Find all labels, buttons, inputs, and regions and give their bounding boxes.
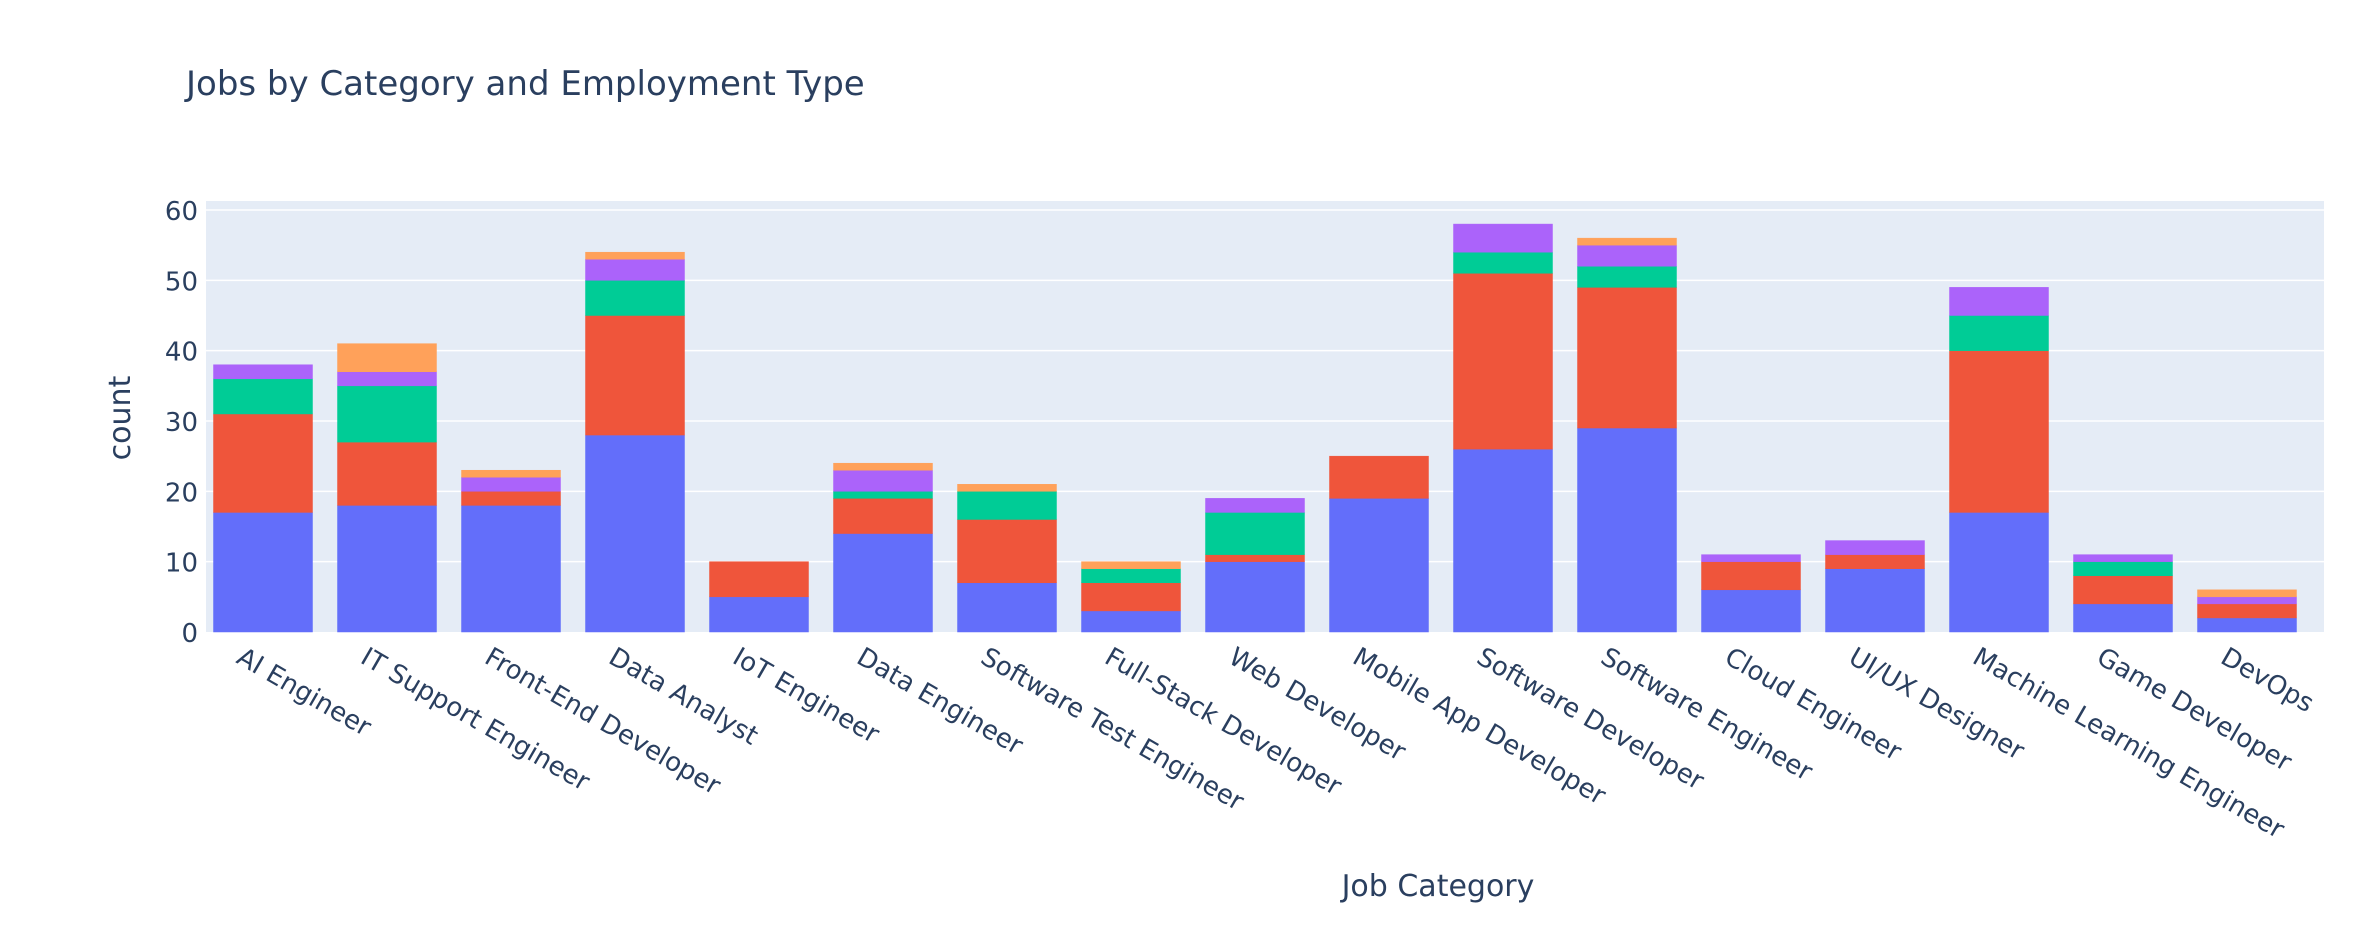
chart-title: Jobs by Category and Employment Type bbox=[186, 64, 865, 104]
bar-segment bbox=[1701, 589, 1801, 633]
bar-segment bbox=[585, 280, 685, 316]
bar-layer bbox=[213, 223, 2297, 633]
x-tick-label: AI Engineer bbox=[232, 642, 377, 743]
bar-segment bbox=[833, 469, 933, 492]
bar-segment bbox=[957, 582, 1057, 633]
bar-segment bbox=[1205, 512, 1305, 555]
bar-segment bbox=[585, 315, 685, 436]
x-tick-label: DevOps bbox=[2216, 642, 2319, 719]
x-tick-label: Software Engineer bbox=[1596, 642, 1818, 787]
bar-segment bbox=[2073, 554, 2173, 562]
bar-segment bbox=[1949, 315, 2049, 351]
y-tick-label: 60 bbox=[165, 197, 198, 227]
bar-segment bbox=[1205, 554, 1305, 562]
y-tick-labels: 0 10 20 30 40 50 60 bbox=[165, 197, 198, 649]
bar-segment bbox=[1825, 568, 1925, 633]
bar-segment bbox=[2197, 603, 2297, 619]
bar-segment bbox=[2073, 561, 2173, 576]
bar-segment bbox=[585, 251, 685, 260]
bar-segment bbox=[833, 491, 933, 499]
bar-segment bbox=[461, 477, 561, 492]
bar-segment bbox=[1453, 223, 1553, 253]
bar-segment bbox=[957, 491, 1057, 520]
bar-segment bbox=[1577, 244, 1677, 267]
bar-segment bbox=[585, 258, 685, 281]
bar-segment bbox=[461, 505, 561, 633]
bar-segment bbox=[1577, 237, 1677, 246]
bar-segment bbox=[213, 413, 313, 513]
bar-segment bbox=[337, 385, 437, 443]
bar-segment bbox=[833, 498, 933, 534]
bar-segment bbox=[213, 512, 313, 633]
bar-segment bbox=[1577, 427, 1677, 633]
bar-segment bbox=[1577, 287, 1677, 429]
bar-segment bbox=[2197, 617, 2297, 633]
bar-segment bbox=[1205, 561, 1305, 633]
bar-segment bbox=[709, 561, 809, 598]
y-tick-label: 20 bbox=[165, 478, 198, 508]
bar-segment bbox=[2197, 596, 2297, 605]
bar-segment bbox=[1205, 498, 1305, 513]
y-tick-label: 50 bbox=[165, 267, 198, 297]
bar-segment bbox=[585, 434, 685, 633]
bar-segment bbox=[1825, 540, 1925, 555]
bar-segment bbox=[957, 484, 1057, 492]
bar-segment bbox=[709, 596, 809, 633]
bar-segment bbox=[337, 371, 437, 387]
bar-segment bbox=[833, 533, 933, 633]
y-tick-label: 40 bbox=[165, 338, 198, 368]
bar-segment bbox=[1577, 266, 1677, 288]
bar-segment bbox=[337, 441, 437, 506]
bar-segment bbox=[2073, 575, 2173, 605]
bar-segment bbox=[1453, 448, 1553, 633]
bar-segment bbox=[1453, 273, 1553, 450]
bar-segment bbox=[1701, 554, 1801, 562]
x-axis-label: Job Category bbox=[1340, 869, 1535, 904]
bar-segment bbox=[1825, 554, 1925, 569]
bar-segment bbox=[461, 469, 561, 478]
bar-segment bbox=[1329, 455, 1429, 499]
bar-segment bbox=[1081, 582, 1181, 612]
bar-segment bbox=[1701, 561, 1801, 591]
x-tick-label: Front-End Developer bbox=[480, 642, 726, 801]
bar-segment bbox=[1081, 568, 1181, 584]
bar-segment bbox=[1081, 610, 1181, 633]
bar-segment bbox=[2197, 589, 2297, 598]
bar-segment bbox=[1329, 498, 1429, 633]
bar-segment bbox=[213, 378, 313, 415]
bar-segment bbox=[337, 505, 437, 633]
y-axis-label: count bbox=[103, 375, 138, 460]
bar-segment bbox=[1453, 251, 1553, 274]
bar-segment bbox=[213, 364, 313, 380]
bar-segment bbox=[957, 519, 1057, 584]
y-tick-label: 0 bbox=[181, 619, 198, 649]
bar-segment bbox=[1081, 561, 1181, 569]
bar-segment bbox=[1949, 287, 2049, 316]
bar-segment bbox=[833, 462, 933, 471]
bar-segment bbox=[1949, 512, 2049, 633]
bar-segment bbox=[2073, 603, 2173, 633]
bar-segment bbox=[1949, 350, 2049, 513]
bar-segment bbox=[337, 343, 437, 373]
y-tick-label: 10 bbox=[165, 549, 198, 579]
bar-segment bbox=[461, 491, 561, 506]
y-tick-label: 30 bbox=[165, 408, 198, 438]
x-tick-label: IT Support Engineer bbox=[356, 642, 595, 797]
